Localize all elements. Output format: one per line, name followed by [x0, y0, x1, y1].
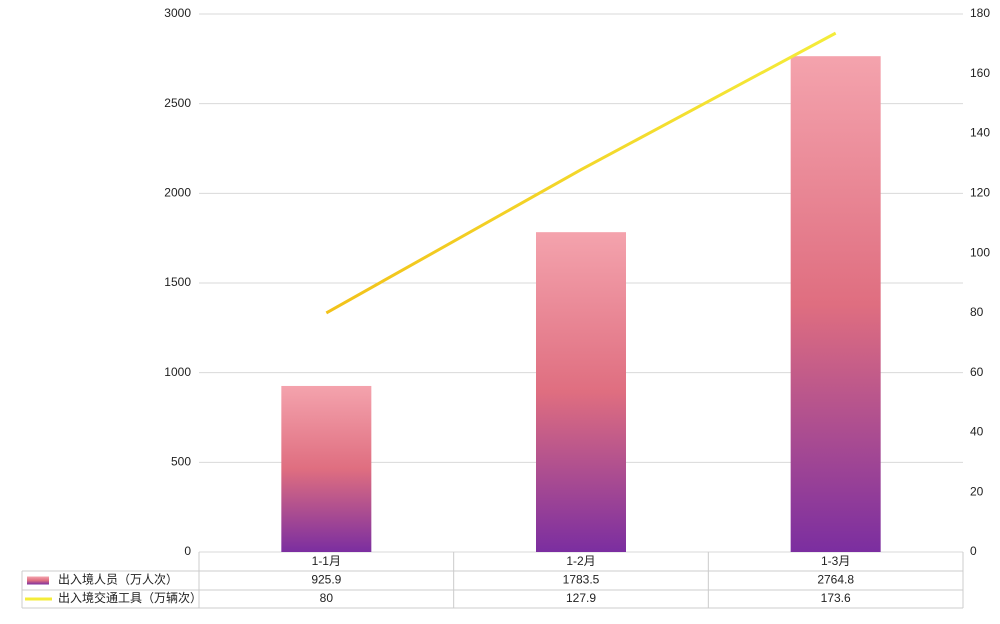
y-tick-label: 2000: [164, 186, 191, 200]
bar: [536, 232, 626, 552]
bar: [281, 385, 372, 552]
y2-tick-label: 80: [970, 305, 984, 319]
legend-label: 出入境交通工具（万辆次）: [58, 590, 202, 605]
table-value: 1783.5: [563, 573, 600, 587]
table-value: 925.9: [311, 573, 341, 587]
y2-tick-label: 140: [970, 126, 990, 140]
y2-tick-label: 160: [970, 66, 990, 80]
y-tick-label: 1000: [164, 365, 191, 379]
legend-swatch: [27, 576, 49, 585]
y2-tick-label: 100: [970, 245, 990, 259]
bar: [790, 56, 881, 552]
y-tick-label: 3000: [164, 6, 191, 20]
y2-tick-label: 180: [970, 6, 990, 20]
table-value: 173.6: [821, 591, 851, 605]
category-label: 1-1月: [312, 554, 341, 568]
y2-tick-label: 40: [970, 425, 984, 439]
category-label: 1-2月: [566, 554, 595, 568]
category-label: 1-3月: [821, 554, 850, 568]
y2-tick-label: 120: [970, 186, 990, 200]
y-tick-label: 0: [184, 544, 191, 558]
legend-label: 出入境人员（万人次）: [58, 572, 178, 587]
y-tick-label: 2500: [164, 96, 191, 110]
y2-tick-label: 60: [970, 365, 984, 379]
y2-tick-label: 0: [970, 544, 977, 558]
y-tick-label: 500: [171, 455, 191, 469]
table-value: 2764.8: [817, 573, 854, 587]
y2-tick-label: 20: [970, 484, 984, 498]
line: [325, 31, 837, 315]
y-tick-label: 1500: [164, 275, 191, 289]
table-value: 80: [320, 591, 334, 605]
table-value: 127.9: [566, 591, 596, 605]
